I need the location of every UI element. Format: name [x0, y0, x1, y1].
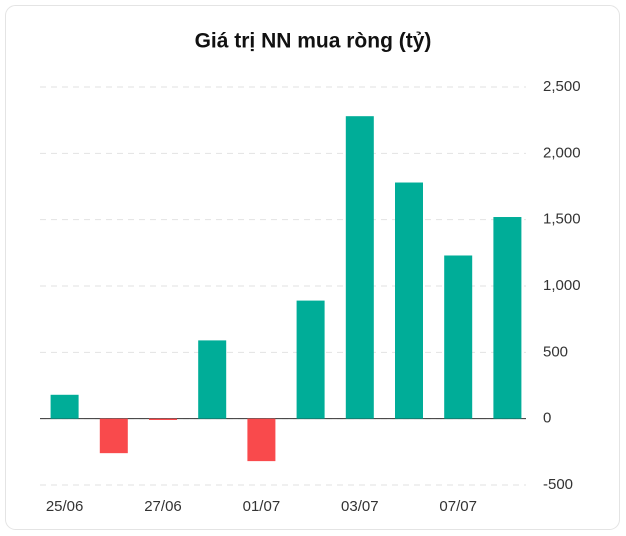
bar — [198, 340, 227, 419]
y-tick-label: 1,000 — [543, 277, 581, 294]
card — [5, 5, 620, 530]
y-tick-label: 2,000 — [543, 144, 581, 161]
y-tick-label: -500 — [543, 476, 573, 493]
x-tick-label: 07/07 — [439, 498, 477, 515]
bar — [493, 217, 522, 419]
bar — [247, 418, 276, 462]
x-tick-label: 03/07 — [341, 498, 379, 515]
bar — [395, 182, 423, 419]
bar — [345, 116, 374, 419]
x-tick-label: 01/07 — [243, 498, 281, 515]
y-tick-label: 500 — [543, 343, 568, 360]
y-tick-label: 1,500 — [543, 211, 581, 228]
bar — [296, 300, 325, 419]
bar — [149, 418, 177, 420]
bar — [50, 394, 79, 419]
bar — [99, 418, 128, 454]
x-tick-label: 27/06 — [144, 498, 182, 515]
chart-title: Giá trị NN mua ròng (tỷ) — [195, 30, 432, 53]
bar — [444, 255, 473, 419]
y-tick-label: 0 — [543, 410, 551, 427]
x-tick-label: 25/06 — [46, 498, 84, 515]
y-tick-label: 2,500 — [543, 78, 581, 95]
